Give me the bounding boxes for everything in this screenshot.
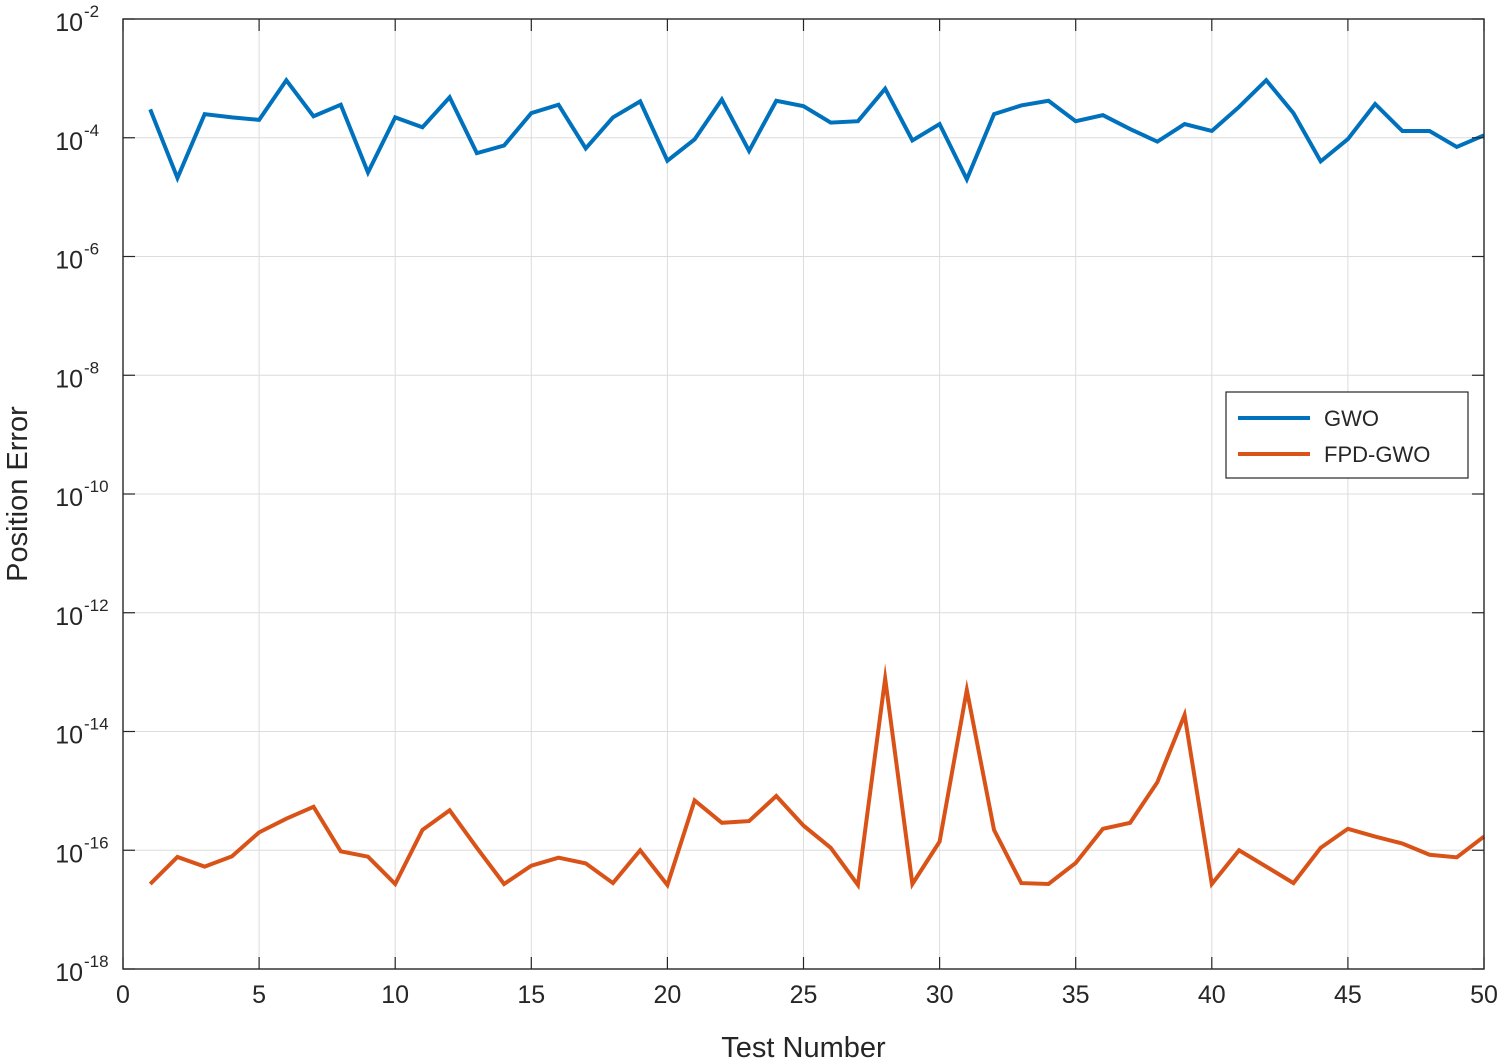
x-tick-label: 10 xyxy=(381,981,409,1009)
x-axis-label: Test Number xyxy=(721,1032,886,1064)
y-tick-base: 10 xyxy=(55,365,83,393)
series-line-fpd-gwo xyxy=(148,663,1486,891)
y-tick-base: 10 xyxy=(55,9,83,37)
x-tick-label: 35 xyxy=(1062,981,1090,1009)
y-tick-label: 10 -12 xyxy=(55,596,108,631)
legend: GWO FPD-GWO xyxy=(1225,391,1469,479)
y-tick-label: 10 -6 xyxy=(55,240,99,275)
legend-label: GWO xyxy=(1324,406,1379,431)
y-tick-exponent: -12 xyxy=(84,596,109,615)
x-tick-labels: 0 5 10 15 20 25 30 35 40 45 50 xyxy=(116,981,1498,1009)
y-tick-exponent: -16 xyxy=(84,833,109,852)
y-tick-exponent: -10 xyxy=(84,477,109,496)
y-tick-exponent: -2 xyxy=(84,2,99,21)
legend-box xyxy=(1225,391,1469,479)
y-tick-exponent: -14 xyxy=(84,715,109,734)
grid-lines xyxy=(123,19,1484,969)
legend-label: FPD-GWO xyxy=(1324,442,1430,467)
y-tick-base: 10 xyxy=(55,722,83,750)
y-tick-base: 10 xyxy=(55,959,83,987)
y-tick-label: 10 -16 xyxy=(55,833,108,868)
y-tick-exponent: -8 xyxy=(84,358,99,377)
y-tick-base: 10 xyxy=(55,603,83,631)
y-tick-exponent: -6 xyxy=(84,240,99,259)
y-tick-base: 10 xyxy=(55,247,83,275)
y-tick-label: 10 -2 xyxy=(55,2,99,37)
y-tick-base: 10 xyxy=(55,484,83,512)
x-tick-label: 50 xyxy=(1470,981,1498,1009)
y-tick-label: 10 -10 xyxy=(55,477,108,512)
x-tick-label: 30 xyxy=(926,981,954,1009)
y-tick-exponent: -4 xyxy=(84,121,99,140)
series-line-gwo xyxy=(148,76,1485,185)
y-tick-label: 10 -18 xyxy=(55,952,108,987)
x-tick-label: 5 xyxy=(252,981,266,1009)
axis-ticks xyxy=(122,18,1485,970)
x-tick-label: 45 xyxy=(1334,981,1362,1009)
legend-item: GWO xyxy=(1238,406,1379,431)
y-tick-label: 10 -4 xyxy=(55,121,99,156)
x-tick-label: 15 xyxy=(517,981,545,1009)
x-tick-label: 20 xyxy=(653,981,681,1009)
y-tick-label: 10 -8 xyxy=(55,358,99,393)
y-tick-exponent: -18 xyxy=(84,952,109,971)
y-axis-label: Position Error xyxy=(2,406,34,582)
y-tick-label: 10 -14 xyxy=(55,715,108,750)
data-series xyxy=(148,76,1486,891)
y-tick-base: 10 xyxy=(55,840,83,868)
x-tick-label: 0 xyxy=(116,981,130,1009)
legend-item: FPD-GWO xyxy=(1238,442,1430,467)
x-tick-label: 40 xyxy=(1198,981,1226,1009)
y-tick-base: 10 xyxy=(55,128,83,156)
x-tick-label: 25 xyxy=(790,981,818,1009)
